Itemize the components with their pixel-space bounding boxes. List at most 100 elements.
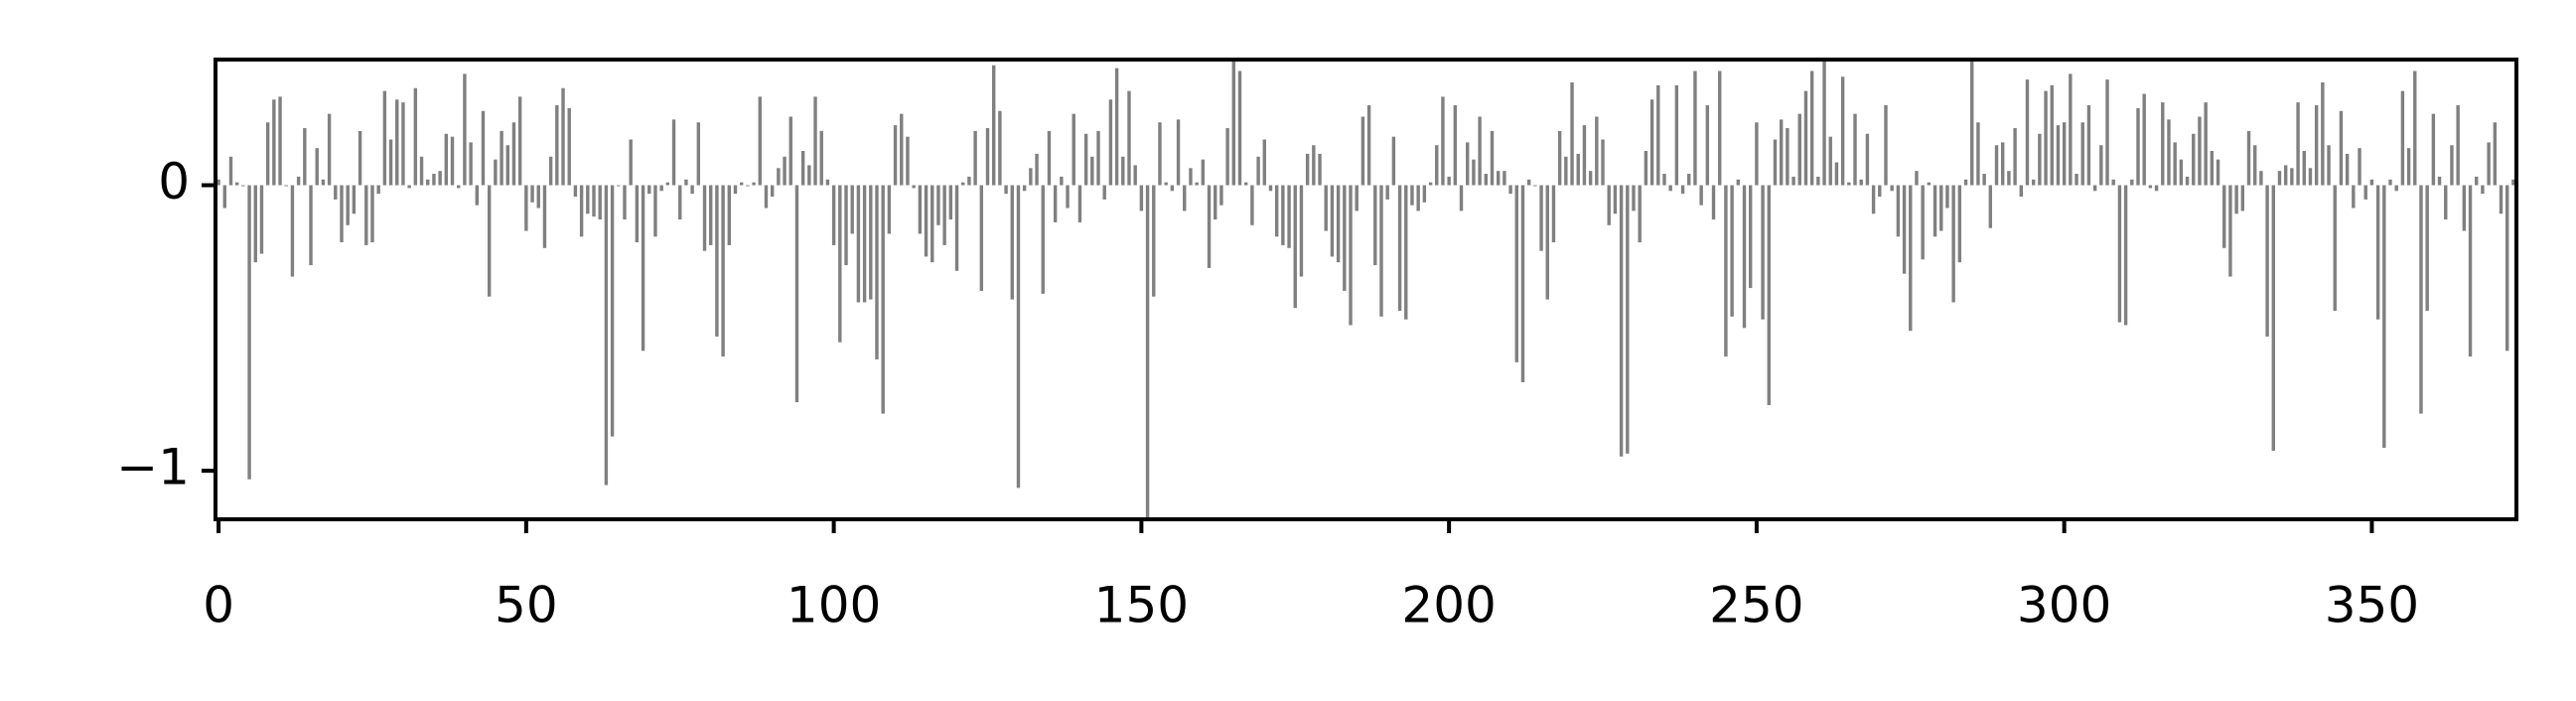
bar [1066, 185, 1070, 209]
bar [856, 185, 861, 303]
bar [1674, 84, 1679, 186]
bar [530, 185, 534, 203]
bar [1988, 185, 1993, 228]
bar [1786, 128, 1789, 186]
bar [764, 185, 769, 209]
bar [1982, 174, 1986, 186]
bar [1077, 185, 1082, 222]
bar [1096, 130, 1100, 186]
bar [2406, 148, 2411, 186]
bar [561, 87, 565, 186]
bar [2092, 185, 2097, 192]
bar [869, 185, 873, 300]
bar [1871, 185, 1876, 214]
bar [1576, 153, 1580, 186]
bar [973, 130, 977, 186]
bar [234, 182, 239, 186]
bar [1189, 168, 1193, 186]
bar [1207, 185, 1212, 268]
bar [1010, 185, 1014, 300]
bar [2339, 110, 2344, 186]
bar [2069, 73, 2073, 186]
bar [1840, 76, 1845, 186]
bar [1343, 185, 1347, 291]
bar [1711, 185, 1716, 220]
bar [1797, 113, 1801, 186]
bar [1176, 119, 1181, 186]
bar [825, 179, 830, 186]
bar [2363, 185, 2367, 200]
bar [1114, 68, 1119, 186]
bar [850, 185, 854, 234]
bar [2154, 185, 2159, 192]
bar [1668, 185, 1672, 192]
bar [1878, 185, 1882, 198]
bar [948, 185, 953, 220]
bar [2382, 185, 2386, 449]
bar [2007, 171, 2011, 186]
bar [2216, 159, 2220, 186]
bar [2025, 79, 2030, 186]
bar [2123, 185, 2128, 326]
bar [1152, 185, 1156, 297]
bar [794, 185, 799, 403]
bar [647, 185, 651, 195]
bar [862, 185, 867, 303]
bar [684, 179, 688, 186]
bar [2431, 113, 2436, 186]
bar [2142, 93, 2146, 186]
bar [991, 65, 996, 186]
bar [1053, 185, 1058, 222]
bar [2413, 70, 2417, 186]
bar [623, 185, 627, 220]
bar [819, 130, 823, 186]
bar [426, 179, 430, 186]
bar [573, 185, 578, 198]
bar [2321, 82, 2325, 186]
bar [2462, 185, 2467, 231]
bar [2080, 122, 2084, 186]
bar [1742, 185, 1747, 329]
bar [2013, 128, 2017, 186]
bar [2499, 185, 2504, 214]
bar [419, 156, 424, 186]
bar [2240, 185, 2245, 211]
bar [1896, 185, 1901, 237]
bar [715, 185, 719, 337]
bar [610, 185, 615, 437]
bar [2099, 145, 2103, 186]
bar [942, 185, 946, 245]
bar [985, 128, 990, 186]
bar [1638, 185, 1642, 243]
bar [494, 159, 498, 186]
bar [1520, 185, 1525, 382]
bar [1767, 185, 1771, 405]
bar [2192, 133, 2196, 186]
bar [1312, 145, 1316, 186]
bar [2185, 176, 2190, 186]
bar [592, 185, 596, 217]
bar [567, 107, 571, 186]
bar [1391, 136, 1396, 186]
bar [1822, 60, 1826, 186]
bar [457, 185, 461, 189]
bar [954, 185, 959, 271]
bar [1330, 185, 1335, 257]
bar [1570, 82, 1574, 186]
bar [536, 185, 540, 209]
bar [967, 176, 971, 186]
bar [1256, 156, 1260, 186]
bar [1994, 145, 1999, 186]
bar [2388, 179, 2392, 186]
bar [413, 87, 418, 186]
bar [2475, 176, 2479, 186]
bar [2505, 185, 2509, 351]
bar [800, 151, 805, 186]
bar [1705, 105, 1710, 186]
bar [2075, 174, 2078, 186]
bar [2204, 102, 2208, 186]
x-tick-label: 100 [787, 577, 881, 634]
bar [1503, 171, 1506, 186]
bar [1121, 156, 1125, 186]
bar [1748, 185, 1753, 289]
